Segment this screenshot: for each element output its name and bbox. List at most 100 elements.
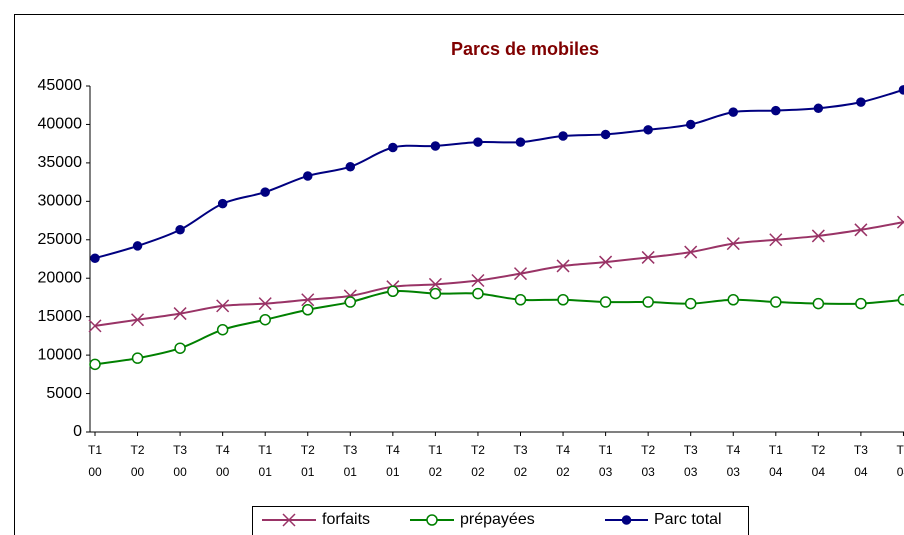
- y-tick-label: 40000: [38, 116, 83, 133]
- marker: [429, 287, 442, 300]
- x-tick-label: 02: [429, 465, 443, 479]
- y-tick-label: 35000: [38, 154, 83, 171]
- series-line: [94, 221, 904, 327]
- y-tick-label: 10000: [38, 346, 83, 363]
- chart-title: Parcs de mobiles: [451, 39, 599, 59]
- x-tick-label: T2: [471, 443, 485, 457]
- x-tick-label: T2: [811, 443, 825, 457]
- chart-frame: [14, 14, 904, 535]
- marker: [811, 229, 825, 243]
- marker: [175, 225, 185, 235]
- marker: [642, 296, 654, 308]
- marker: [770, 296, 782, 308]
- marker: [600, 129, 611, 140]
- x-tick-label: T4: [726, 443, 740, 457]
- marker: [430, 141, 441, 151]
- x-tick-label: 00: [173, 465, 187, 479]
- marker: [471, 273, 485, 288]
- marker: [727, 294, 739, 306]
- x-tick-label: 01: [344, 465, 358, 479]
- x-tick-label: T1: [599, 443, 613, 457]
- x-tick-label: T4: [386, 443, 400, 457]
- x-tick-label: 01: [301, 465, 315, 479]
- marker: [813, 103, 824, 114]
- marker: [216, 299, 230, 313]
- marker: [282, 513, 296, 527]
- marker: [643, 125, 653, 135]
- x-tick-label: T2: [641, 443, 655, 457]
- marker: [557, 294, 569, 306]
- marker: [387, 285, 399, 298]
- marker: [855, 297, 867, 310]
- marker: [258, 297, 272, 311]
- marker: [856, 97, 866, 107]
- x-tick-label: 03: [599, 465, 613, 479]
- marker: [217, 198, 228, 209]
- x-tick-label: 01: [259, 465, 273, 479]
- x-tick-label: T2: [301, 443, 315, 457]
- x-tick-label: 00: [216, 465, 230, 479]
- marker: [514, 294, 527, 306]
- legend-label: forfaits: [322, 511, 370, 528]
- x-tick-label: T2: [131, 443, 145, 457]
- marker: [388, 142, 398, 153]
- marker: [897, 294, 904, 306]
- marker: [472, 287, 484, 300]
- marker: [301, 293, 315, 307]
- marker: [685, 119, 696, 130]
- y-tick-label: 25000: [38, 231, 83, 248]
- marker: [131, 352, 144, 364]
- marker: [728, 107, 738, 117]
- x-tick-label: T4: [896, 443, 904, 457]
- marker: [302, 303, 314, 316]
- marker: [621, 515, 632, 525]
- marker: [216, 323, 229, 336]
- x-tick-label: T4: [556, 443, 570, 457]
- marker: [259, 313, 271, 326]
- marker: [344, 296, 357, 308]
- x-tick-label: T3: [343, 443, 357, 457]
- x-tick-label: T3: [513, 443, 527, 457]
- marker: [426, 514, 438, 526]
- marker: [812, 297, 825, 310]
- marker: [89, 358, 101, 371]
- legend-label: prépayées: [460, 511, 535, 528]
- marker: [473, 137, 483, 147]
- marker: [684, 245, 698, 259]
- marker: [854, 223, 868, 237]
- legend-label: Parc total: [654, 511, 722, 528]
- y-tick-label: 5000: [46, 385, 82, 402]
- x-tick-label: T3: [173, 443, 187, 457]
- x-tick-label: T1: [88, 443, 102, 457]
- x-tick-label: 02: [556, 465, 570, 479]
- x-tick-label: 04: [769, 465, 783, 479]
- marker: [345, 161, 356, 172]
- marker: [599, 296, 612, 308]
- x-tick-label: 03: [727, 465, 741, 479]
- x-tick-label: T1: [428, 443, 442, 457]
- marker: [898, 85, 904, 95]
- marker: [132, 241, 143, 251]
- marker: [260, 187, 270, 197]
- marker: [684, 297, 697, 310]
- y-tick-label: 20000: [38, 269, 83, 286]
- y-tick-label: 30000: [38, 193, 83, 210]
- x-tick-label: 00: [131, 465, 145, 479]
- marker: [131, 313, 145, 327]
- marker: [641, 250, 655, 264]
- x-tick-label: T1: [769, 443, 783, 457]
- x-tick-label: 02: [514, 465, 528, 479]
- x-tick-label: 04: [854, 465, 868, 479]
- marker: [88, 319, 102, 333]
- x-tick-label: 03: [641, 465, 655, 479]
- x-tick-label: 00: [88, 465, 102, 479]
- marker: [513, 267, 528, 281]
- marker: [769, 233, 783, 247]
- marker: [303, 171, 313, 181]
- marker: [428, 277, 442, 291]
- marker: [174, 342, 186, 354]
- y-tick-label: 15000: [38, 308, 83, 325]
- marker: [173, 307, 187, 321]
- x-tick-label: 04: [812, 465, 826, 479]
